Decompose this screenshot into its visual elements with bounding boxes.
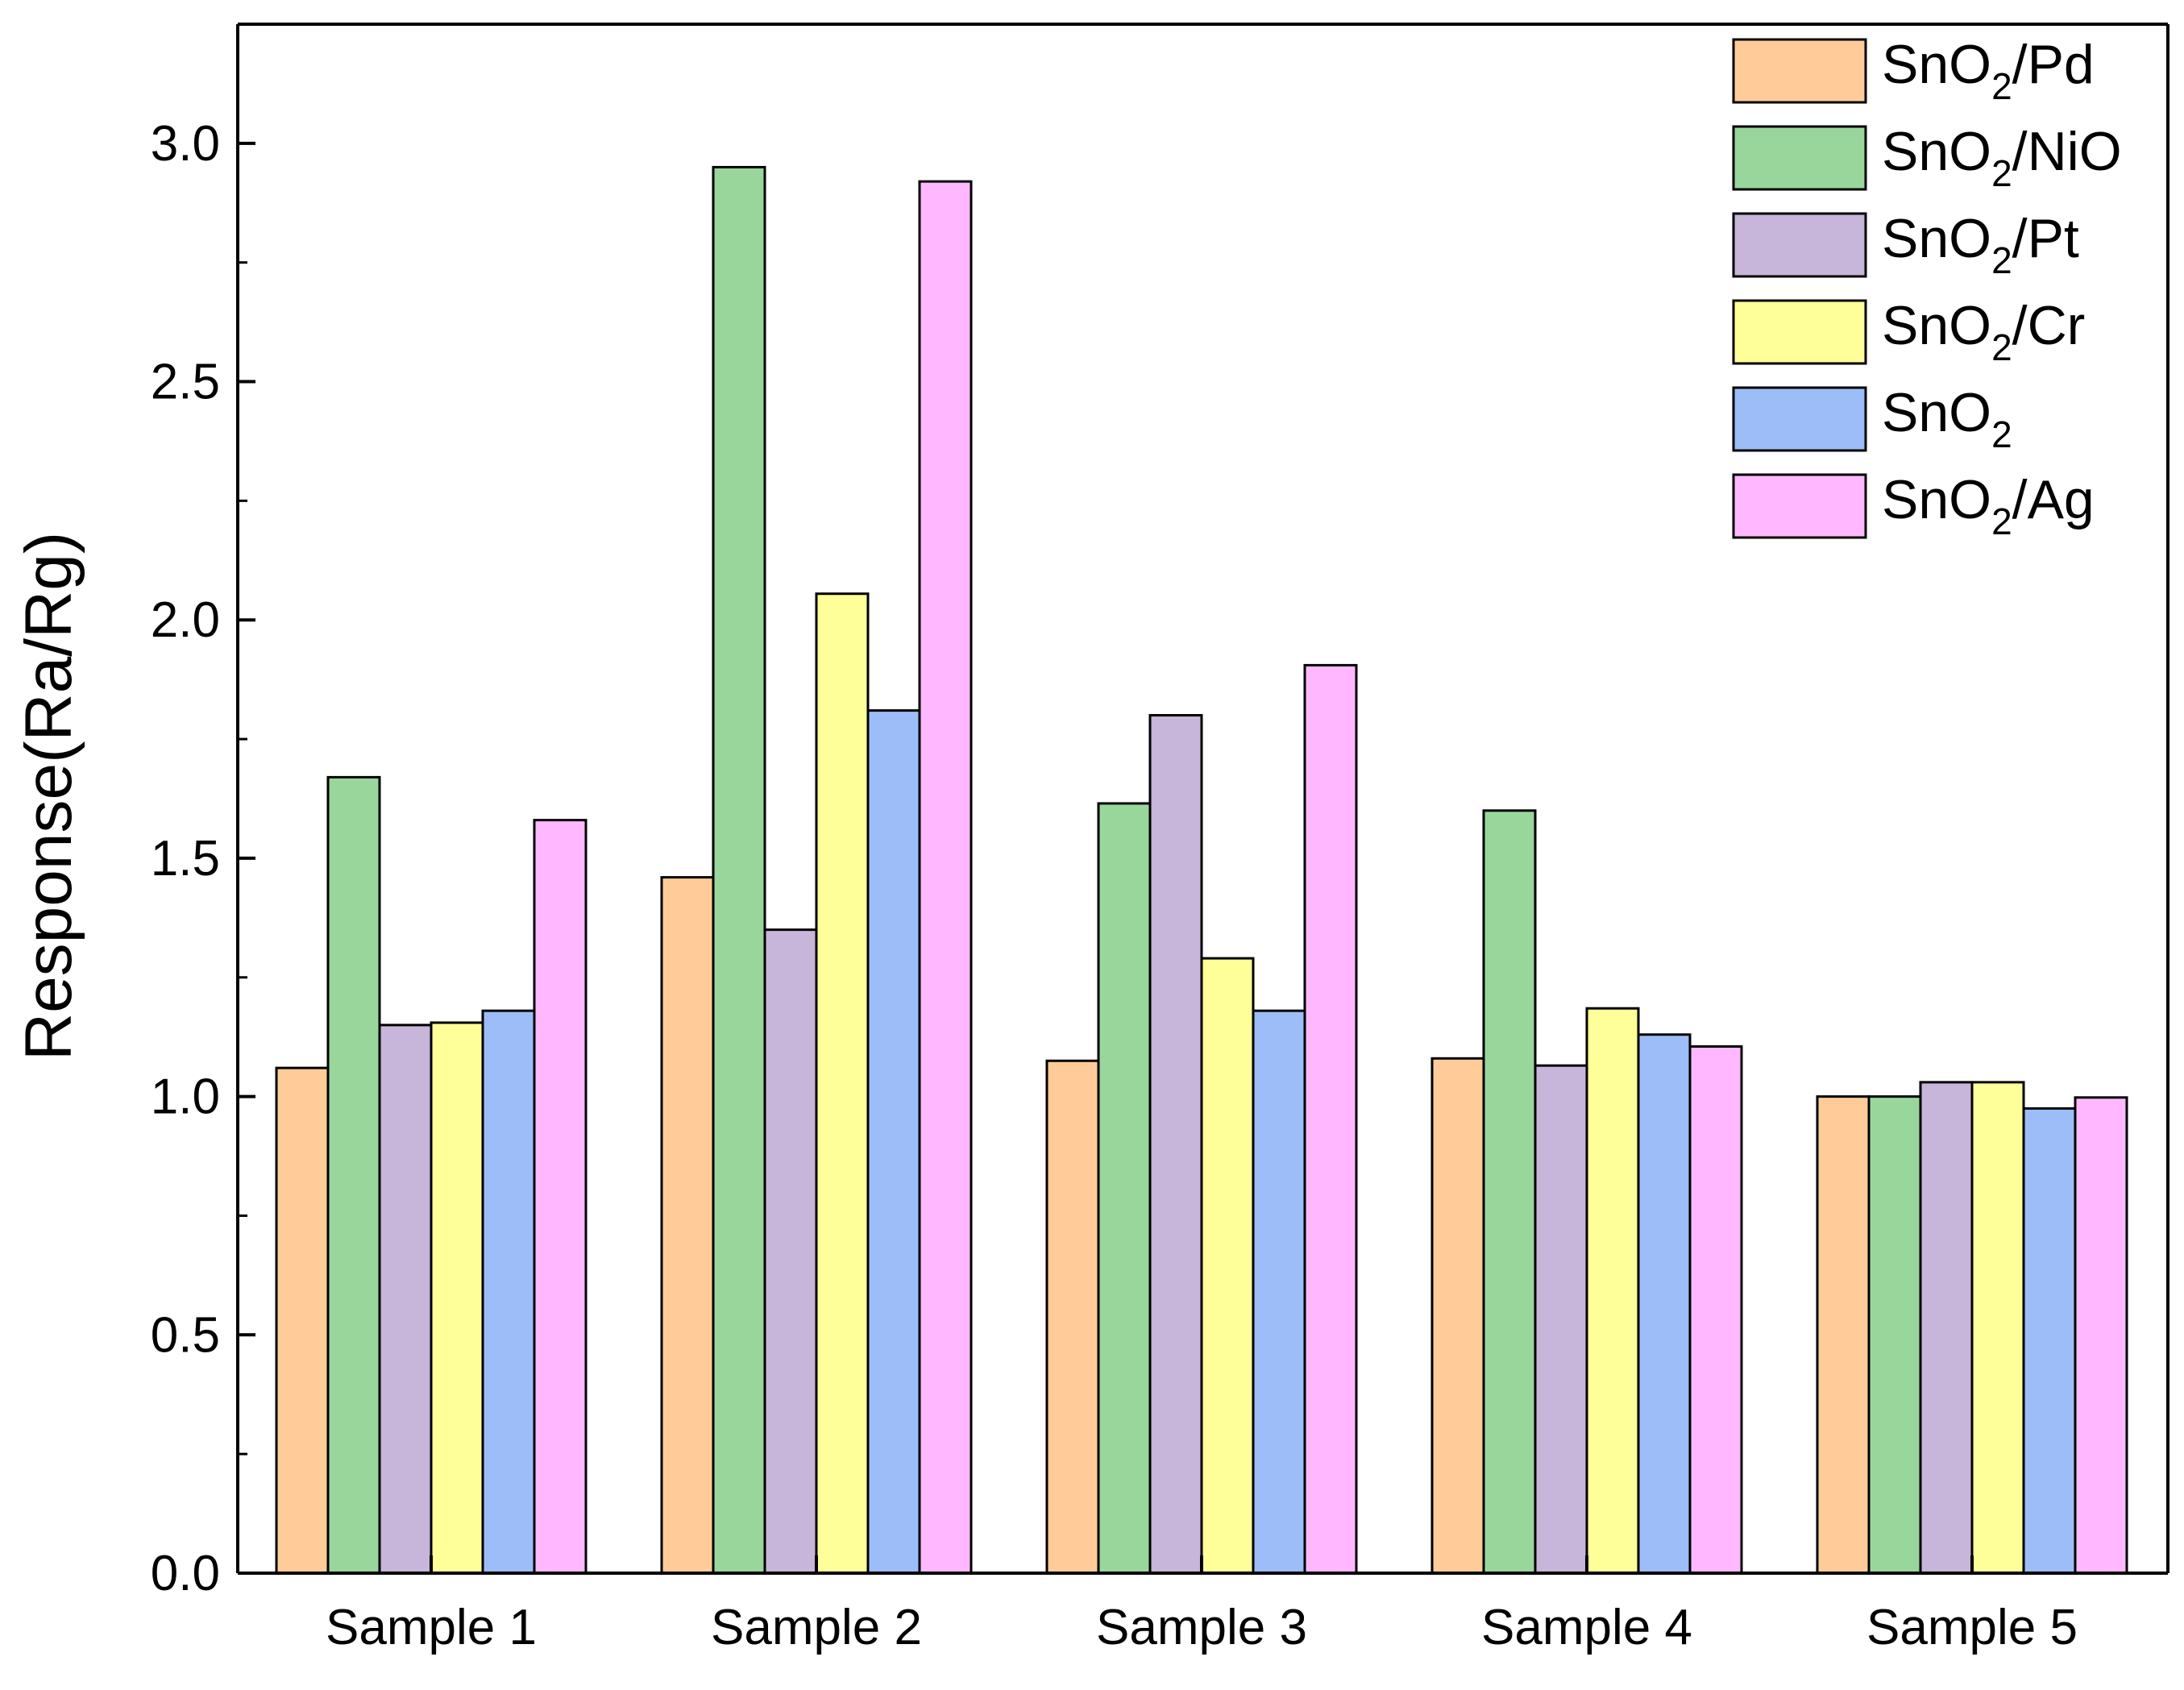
y-tick-label: 0.0 xyxy=(151,1546,220,1601)
bar xyxy=(378,1024,433,1575)
legend-label: SnO2/NiO xyxy=(1882,121,2122,194)
bar xyxy=(1045,1059,1100,1575)
bar-group xyxy=(1816,1081,2128,1575)
bar xyxy=(1688,1045,1743,1575)
legend-label: SnO2/Cr xyxy=(1882,295,2085,368)
bar xyxy=(2074,1096,2128,1575)
bar xyxy=(660,876,715,1575)
bar-group xyxy=(1045,663,1358,1575)
y-tick-label: 0.5 xyxy=(151,1307,220,1363)
bar xyxy=(712,165,766,1575)
y-tick-label: 2.5 xyxy=(151,355,220,410)
legend-swatch xyxy=(1732,299,1867,365)
bar xyxy=(1200,957,1255,1575)
bar xyxy=(1637,1033,1692,1575)
bar xyxy=(1534,1064,1588,1575)
legend-label: SnO2/Ag xyxy=(1882,469,2095,542)
legend: SnO2/Pd SnO2/NiO SnO2/Pt SnO2/Cr SnO2 SnO2/Ag xyxy=(1732,34,2122,542)
bar xyxy=(430,1021,484,1575)
x-tick-label: Sample 4 xyxy=(1481,1600,1692,1655)
bar xyxy=(815,592,870,1575)
y-tick-label: 2.0 xyxy=(151,592,220,648)
y-axis-title: Response(Ra/Rg) xyxy=(12,532,85,1061)
legend-item: SnO2/Pd xyxy=(1732,34,2095,107)
bar xyxy=(1252,1009,1306,1575)
bar xyxy=(1303,663,1358,1575)
y-tick-label: 1.0 xyxy=(151,1069,220,1125)
ticks-layer: 0.0 0.5 1.0 1.5 2.0 2.5 3.0 Sample 1 Sample 2 Sam… xyxy=(151,116,2078,1655)
legend-label: SnO2/Pt xyxy=(1882,208,2079,281)
bar xyxy=(1482,809,1537,1575)
bar xyxy=(1148,714,1203,1575)
bars-layer xyxy=(275,165,2128,1575)
bar xyxy=(1867,1095,1922,1575)
bar xyxy=(1970,1081,2025,1575)
x-tick-label: Sample 5 xyxy=(1866,1600,2078,1655)
bar-group xyxy=(660,165,973,1575)
bar xyxy=(275,1066,330,1575)
x-tick-label: Sample 1 xyxy=(326,1600,537,1655)
legend-label: SnO2/Pd xyxy=(1882,34,2095,107)
bar xyxy=(1430,1057,1485,1575)
bar xyxy=(481,1009,536,1575)
y-tick-label: 1.5 xyxy=(151,831,220,887)
bar xyxy=(326,775,381,1575)
legend-item: SnO2/Cr xyxy=(1732,295,2085,368)
legend-swatch xyxy=(1732,38,1867,104)
legend-item: SnO2 xyxy=(1732,382,2012,455)
legend-item: SnO2/Ag xyxy=(1732,469,2095,542)
x-tick-label: Sample 3 xyxy=(1096,1600,1307,1655)
bar xyxy=(1919,1081,1974,1575)
bar xyxy=(763,928,818,1575)
bar xyxy=(2022,1107,2077,1575)
bar xyxy=(533,819,588,1575)
legend-item: SnO2/Pt xyxy=(1732,208,2079,281)
legend-swatch xyxy=(1732,386,1867,452)
bar-group xyxy=(275,775,588,1575)
bar-group xyxy=(1430,809,1743,1575)
x-tick-label: Sample 2 xyxy=(711,1600,922,1655)
legend-swatch xyxy=(1732,212,1867,278)
bar xyxy=(1585,1007,1640,1575)
legend-label: SnO2 xyxy=(1882,382,2012,455)
bar xyxy=(1097,802,1152,1575)
legend-swatch xyxy=(1732,125,1867,191)
bar xyxy=(866,709,921,1575)
bar xyxy=(1816,1095,1871,1575)
y-tick-label: 3.0 xyxy=(151,116,220,172)
legend-item: SnO2/NiO xyxy=(1732,121,2122,194)
legend-swatch xyxy=(1732,473,1867,539)
bar xyxy=(918,180,973,1575)
